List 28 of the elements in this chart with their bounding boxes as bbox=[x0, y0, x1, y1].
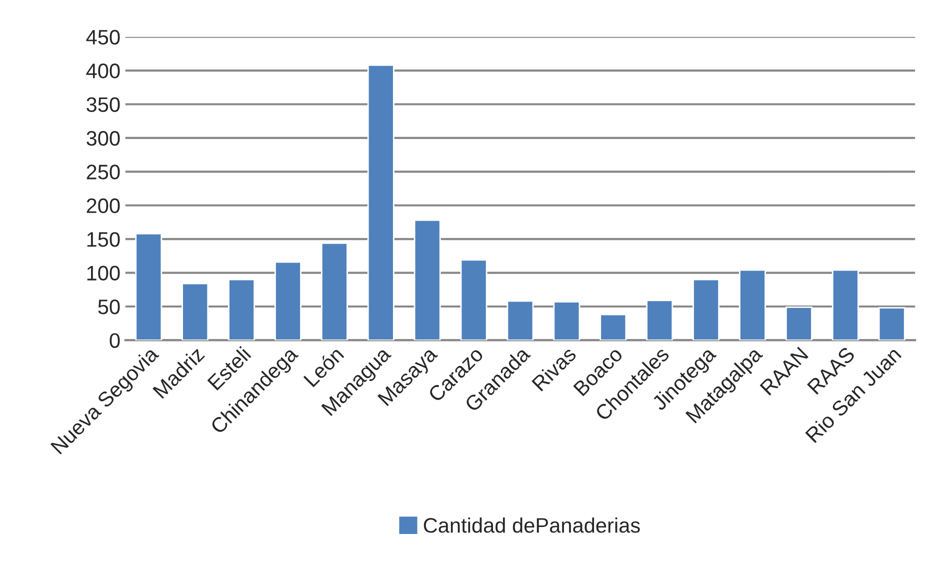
bar bbox=[320, 242, 348, 340]
y-tick-label: 400 bbox=[86, 64, 120, 78]
y-tick-label: 150 bbox=[87, 232, 120, 247]
bar bbox=[274, 261, 302, 340]
bar bbox=[182, 282, 209, 340]
bar bbox=[506, 300, 534, 340]
bar bbox=[692, 278, 720, 340]
bar bbox=[646, 300, 674, 340]
y-tick-label: 100 bbox=[87, 266, 120, 281]
bar bbox=[739, 269, 766, 340]
y-tick-label: 300 bbox=[86, 130, 120, 146]
bar bbox=[553, 301, 580, 340]
legend-label: Cantidad dePanaderias bbox=[424, 517, 640, 533]
bar bbox=[600, 314, 627, 340]
bar bbox=[228, 278, 256, 340]
y-tick-label: 250 bbox=[86, 164, 120, 180]
bar bbox=[414, 220, 441, 340]
bar bbox=[832, 269, 859, 340]
bar bbox=[460, 259, 488, 340]
bar bbox=[135, 232, 162, 340]
y-tick-label: 200 bbox=[86, 198, 120, 214]
bar bbox=[367, 64, 394, 340]
y-tick-label: 450 bbox=[86, 30, 120, 45]
y-tick-label: 0 bbox=[110, 333, 120, 348]
bar bbox=[785, 306, 812, 340]
bar bbox=[878, 307, 906, 340]
y-tick-label: 350 bbox=[86, 97, 120, 112]
y-tick-label: 50 bbox=[98, 299, 120, 314]
